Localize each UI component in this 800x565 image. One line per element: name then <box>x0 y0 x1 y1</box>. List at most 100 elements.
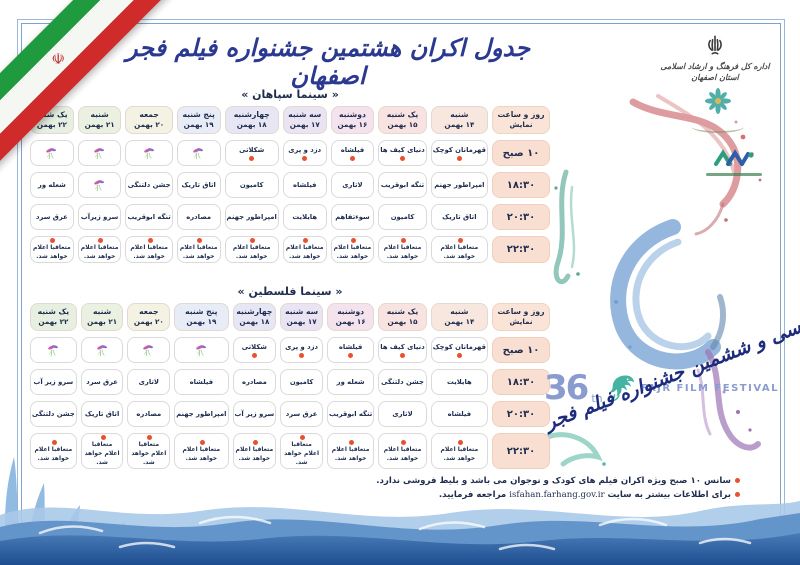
flower-icon <box>96 344 107 356</box>
day-name: پنج شنبه <box>182 110 215 120</box>
film-title: تنگه ابوقریب <box>328 410 373 418</box>
gov-logo-line2: استان اصفهان <box>691 72 739 82</box>
tba-cell: متعاقبا اعلام خواهد شد. <box>127 433 171 469</box>
film-cell: عرق سرد <box>280 401 323 427</box>
note-bullet <box>735 478 740 483</box>
showtime-cell: ۱۰ صبح <box>492 140 550 166</box>
tba-dot <box>457 439 463 445</box>
schedule-grid: روز و ساعت نمایش شنبه ۱۴ بهمن یک شنبه ۱۵ بهمن… <box>30 303 550 469</box>
tba-dot <box>147 238 153 243</box>
day-name: شنبه <box>450 307 469 317</box>
day-name: یک شنبه <box>386 307 419 317</box>
film-title: کامیون <box>390 213 415 221</box>
film-cell: اتاق تاریک <box>430 204 488 230</box>
film-title: اتاق تاریک <box>181 181 216 189</box>
film-title: عرق سرد <box>36 213 68 221</box>
film-title: فیلشاه <box>292 181 317 189</box>
flower-icon <box>196 344 206 356</box>
film-title: جشن دلتنگی <box>381 378 424 386</box>
film-title: تنگه ابوقریب <box>380 181 425 189</box>
tba-cell: متعاقبا اعلام خواهد شد. <box>378 433 427 469</box>
cultural-organization-logo <box>688 86 748 133</box>
film-title: سرو زیر آب <box>234 410 275 418</box>
film-cell: امپراطور جهنم <box>224 204 279 230</box>
tba-dot <box>350 238 356 243</box>
film-title: سرو زیر آب <box>33 378 74 386</box>
film-cell: قهرمانان کوچک <box>430 140 488 166</box>
tba-dot <box>303 238 309 243</box>
no-screening-cell <box>174 337 229 363</box>
schedule-grid: روز و ساعت نمایش شنبه ۱۴ بهمن یک شنبه ۱۵ بهمن… <box>30 106 550 263</box>
header-label-line1: روز و ساعت <box>497 307 545 317</box>
day-name: شنبه <box>90 110 109 120</box>
film-cell: دنیای کیف ها <box>378 337 427 363</box>
festival-number: 36 <box>544 368 589 408</box>
water-waves-decoration <box>0 457 800 565</box>
day-header-cell: یک شنبه ۱۵ بهمن <box>378 303 427 331</box>
day-name: جمعه <box>139 110 159 120</box>
day-date: ۱۷ بهمن <box>289 120 320 130</box>
tba-dot <box>197 238 203 243</box>
website-url: isfahan.farhang.gov.ir <box>509 490 605 501</box>
film-title: سوءتفاهم <box>335 213 370 221</box>
cinema-title: « سینما فلسطین » <box>237 285 343 298</box>
film-cell: مصادره <box>176 204 221 230</box>
film-cell: کامیون <box>280 369 323 395</box>
day-header-cell: دوشنبه ۱۶ بهمن <box>326 303 375 331</box>
day-header-cell: شنبه ۲۱ بهمن <box>77 106 122 134</box>
day-date: ۱۴ بهمن <box>444 317 475 327</box>
day-name: چهارشنبه <box>233 110 270 120</box>
film-title: سرو زیرآب <box>80 213 119 221</box>
note-line: سانس ۱۰ صبح ویژه اکران فیلم های کودک و ن… <box>260 474 740 488</box>
film-title: امپراطور جهنم <box>176 410 227 418</box>
tba-dot <box>147 435 153 440</box>
sponsor-media-logo <box>702 148 766 176</box>
showtime-cell: ۲۲:۳۰ <box>492 433 550 469</box>
film-cell: سرو زیر آب <box>232 401 277 427</box>
tba-dot <box>349 439 355 445</box>
film-dot <box>251 352 257 358</box>
film-dot <box>400 155 406 161</box>
day-date: ۱۶ بهمن <box>337 120 368 130</box>
film-title: امپراطور جهنم <box>226 213 277 221</box>
film-cell: لاتاری <box>330 172 375 198</box>
flower-icon <box>48 344 58 356</box>
tba-cell: متعاقبا اعلام خواهد شد. <box>280 433 323 469</box>
flower-icon <box>143 147 154 159</box>
cinema-section: « سینما سپاهان » روز و ساعت نمایش شنبه ۱۴ به… <box>30 88 550 263</box>
tba-cell: متعاقبا اعلام خواهد شد. <box>282 236 327 263</box>
film-title: شعله ور <box>37 181 66 189</box>
day-header-cell: جمعه ۲۰ بهمن <box>127 303 171 331</box>
tba-dot <box>300 435 306 440</box>
tba-cell: متعاقبا اعلام خواهد شد. <box>430 433 488 469</box>
showtime-cell: ۱۸:۳۰ <box>492 172 550 198</box>
tba-dot <box>51 439 57 445</box>
tba-cell: متعاقبا اعلام خواهد شد. <box>77 236 122 263</box>
tba-dot <box>250 238 256 243</box>
film-title: مصادره <box>136 410 162 418</box>
film-title: کامیون <box>239 181 264 189</box>
simorgh-icon <box>608 375 634 402</box>
showtime-cell: ۱۸:۳۰ <box>492 369 550 395</box>
film-cell: اتاق تاریک <box>176 172 221 198</box>
film-title: تنگه ابوقریب <box>127 213 171 221</box>
film-cell: هایلایت <box>430 369 488 395</box>
film-cell: لاتاری <box>378 401 427 427</box>
day-name: یک شنبه <box>36 110 68 120</box>
film-title: شکلاتی <box>239 145 265 154</box>
day-date: ۲۰ بهمن <box>133 317 164 327</box>
film-cell: لاتاری <box>127 369 171 395</box>
flower-icon <box>193 147 204 159</box>
day-date: ۱۷ بهمن <box>286 317 317 327</box>
day-header-cell: سه شنبه ۱۷ بهمن <box>280 303 323 331</box>
tba-dot <box>50 238 56 243</box>
film-title: فیلشاه <box>340 145 365 154</box>
header-label-line2: نمایش <box>509 120 533 130</box>
film-title: دزد و پری <box>288 145 322 154</box>
day-header-cell: شنبه ۱۴ بهمن <box>430 106 488 134</box>
film-cell: تنگه ابوقریب <box>378 172 427 198</box>
tba-dot <box>457 238 463 243</box>
flower-icon <box>46 147 57 159</box>
ava-mark-icon <box>714 149 754 166</box>
iran-emblem-icon: ☫ <box>51 49 65 68</box>
